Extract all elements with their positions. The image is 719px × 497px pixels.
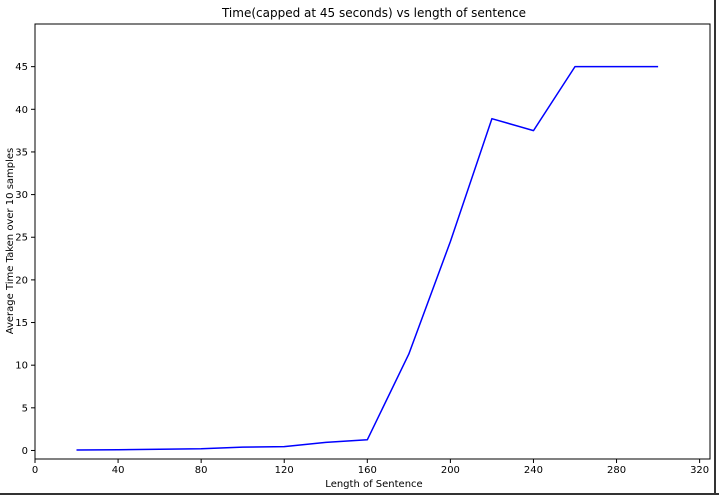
y-tick-label: 15 bbox=[15, 318, 28, 329]
x-tick-label: 0 bbox=[32, 465, 38, 476]
x-tick-label: 120 bbox=[275, 465, 294, 476]
y-tick-label: 20 bbox=[15, 275, 28, 286]
y-tick-label: 30 bbox=[15, 190, 28, 201]
x-tick-label: 80 bbox=[195, 465, 208, 476]
x-tick-label: 320 bbox=[690, 465, 709, 476]
y-axis: 0 5 10 15 20 25 30 35 40 45 bbox=[15, 62, 35, 457]
plot-area bbox=[34, 23, 711, 460]
y-tick-label: 35 bbox=[15, 147, 28, 158]
y-tick-label: 5 bbox=[22, 403, 28, 414]
series-line bbox=[76, 65, 659, 451]
y-tick-label: 0 bbox=[22, 446, 28, 457]
x-tick-label: 280 bbox=[607, 465, 626, 476]
x-axis-label: Length of Sentence bbox=[325, 479, 422, 490]
x-axis: 0 40 80 120 160 200 240 280 320 bbox=[32, 459, 709, 476]
x-tick-label: 200 bbox=[441, 465, 460, 476]
y-tick-label: 45 bbox=[15, 62, 28, 73]
frame-bottom-border bbox=[0, 493, 719, 495]
x-tick-label: 40 bbox=[112, 465, 125, 476]
y-axis-label: Average Time Taken over 10 samples bbox=[5, 148, 16, 335]
x-tick-label: 160 bbox=[358, 465, 377, 476]
x-tick-label: 240 bbox=[524, 465, 543, 476]
frame-right-border bbox=[714, 0, 716, 494]
chart-title: Time(capped at 45 seconds) vs length of … bbox=[221, 6, 526, 20]
y-tick-label: 10 bbox=[15, 361, 28, 372]
series-layer bbox=[76, 65, 659, 451]
y-tick-label: 25 bbox=[15, 233, 28, 244]
y-tick-label: 40 bbox=[15, 105, 28, 116]
